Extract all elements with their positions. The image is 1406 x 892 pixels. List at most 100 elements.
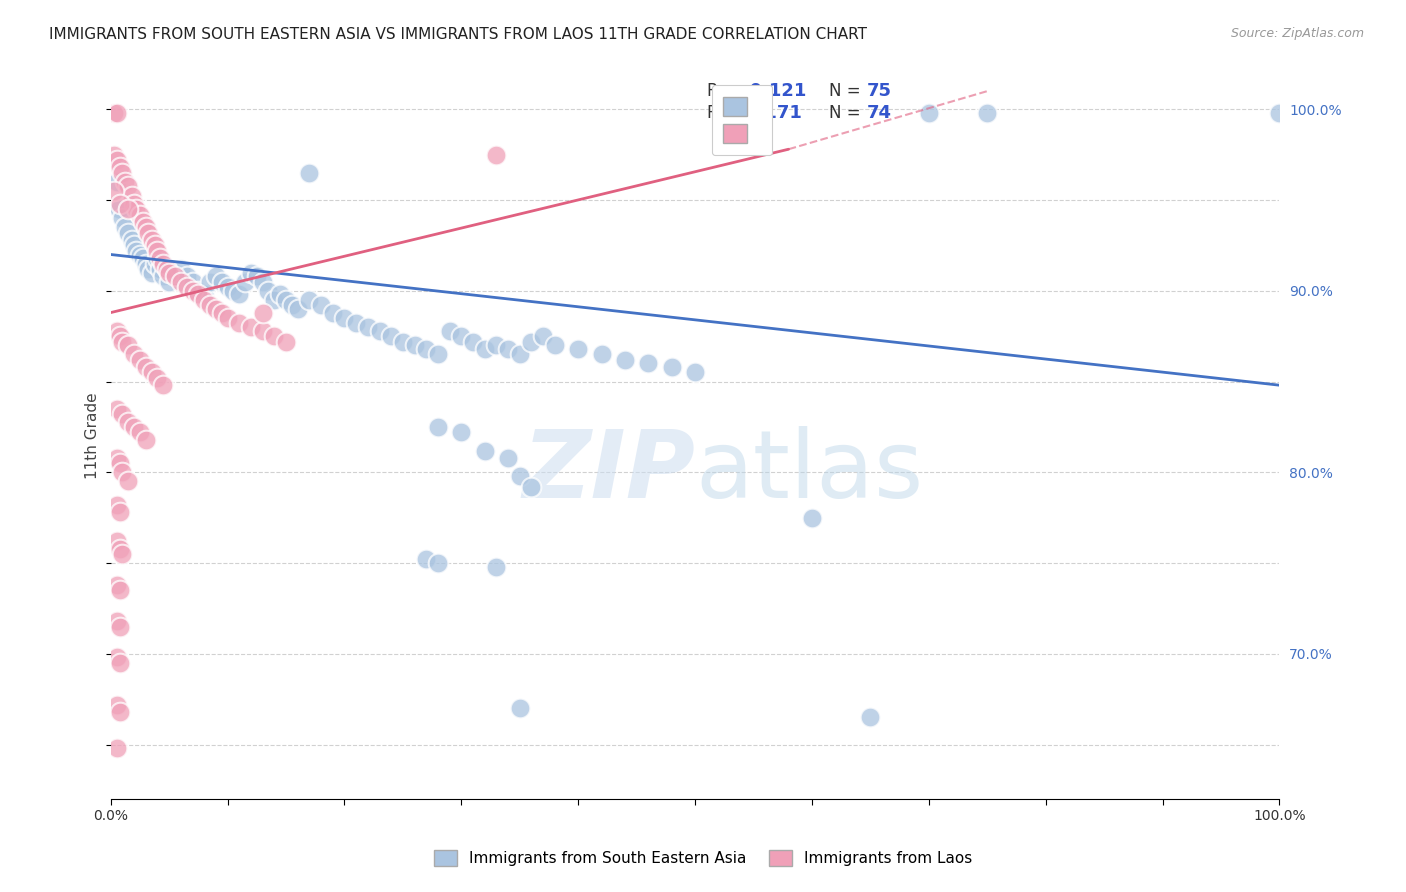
Point <box>859 710 882 724</box>
Point <box>135 359 157 374</box>
Point <box>298 166 321 180</box>
Point <box>108 456 131 470</box>
Text: Source: ZipAtlas.com: Source: ZipAtlas.com <box>1230 27 1364 40</box>
Point <box>117 178 139 193</box>
Point <box>344 317 367 331</box>
Point <box>103 147 125 161</box>
Point <box>108 196 131 211</box>
Point <box>111 211 134 226</box>
Text: R =: R = <box>707 82 742 100</box>
Point <box>111 407 134 421</box>
Point <box>111 166 134 180</box>
Point <box>263 329 285 343</box>
Point <box>392 334 415 349</box>
Point <box>143 256 166 270</box>
Point <box>426 347 449 361</box>
Point <box>105 106 128 120</box>
Point <box>228 287 250 301</box>
Point <box>105 175 128 189</box>
Point <box>141 266 163 280</box>
Point <box>474 342 496 356</box>
Point <box>143 238 166 252</box>
Point <box>117 338 139 352</box>
Point <box>485 338 508 352</box>
Point <box>103 106 125 120</box>
Point <box>198 275 221 289</box>
Point <box>415 552 437 566</box>
Point <box>217 280 239 294</box>
Point <box>176 269 198 284</box>
Text: 75: 75 <box>868 82 891 100</box>
Point <box>567 342 589 356</box>
Point <box>426 556 449 570</box>
Text: IMMIGRANTS FROM SOUTH EASTERN ASIA VS IMMIGRANTS FROM LAOS 11TH GRADE CORRELATIO: IMMIGRANTS FROM SOUTH EASTERN ASIA VS IM… <box>49 27 868 42</box>
Point <box>108 583 131 598</box>
Point <box>105 324 128 338</box>
Point <box>108 705 131 719</box>
Point <box>141 366 163 380</box>
Point <box>129 247 152 261</box>
Point <box>509 347 531 361</box>
Point <box>125 244 148 258</box>
Point <box>193 287 215 301</box>
Point <box>333 311 356 326</box>
Point <box>135 433 157 447</box>
Point <box>683 366 706 380</box>
Point <box>591 347 613 361</box>
Point <box>122 196 145 211</box>
Point <box>450 425 472 440</box>
Point <box>252 275 274 289</box>
Text: N =: N = <box>830 104 866 122</box>
Point <box>105 534 128 549</box>
Point <box>117 226 139 240</box>
Point <box>108 656 131 670</box>
Point <box>309 298 332 312</box>
Point <box>485 147 508 161</box>
Text: ZIP: ZIP <box>522 426 695 518</box>
Point <box>496 342 519 356</box>
Point <box>274 334 297 349</box>
Point <box>211 305 233 319</box>
Point <box>918 106 941 120</box>
Point <box>105 450 128 465</box>
Point <box>1268 106 1291 120</box>
Point <box>105 153 128 167</box>
Point <box>146 371 169 385</box>
Point <box>368 324 391 338</box>
Point <box>233 275 256 289</box>
Point <box>509 701 531 715</box>
Point <box>121 233 143 247</box>
Point <box>187 287 209 301</box>
Point <box>450 329 472 343</box>
Point <box>520 334 543 349</box>
Point <box>141 233 163 247</box>
Point <box>187 284 209 298</box>
Point <box>181 284 204 298</box>
Point <box>613 352 636 367</box>
Point <box>461 334 484 349</box>
Point <box>474 443 496 458</box>
Point <box>132 215 155 229</box>
Point <box>129 352 152 367</box>
Point <box>274 293 297 307</box>
Point <box>152 256 174 270</box>
Point <box>117 415 139 429</box>
Text: -0.121: -0.121 <box>742 82 806 100</box>
Point <box>246 269 269 284</box>
Point <box>105 698 128 712</box>
Point <box>149 251 172 265</box>
Point <box>146 251 169 265</box>
Point <box>239 320 262 334</box>
Point <box>298 293 321 307</box>
Point <box>108 161 131 175</box>
Point <box>136 226 159 240</box>
Text: N =: N = <box>830 82 866 100</box>
Point <box>357 320 380 334</box>
Text: 74: 74 <box>868 104 891 122</box>
Point <box>103 184 125 198</box>
Point <box>211 275 233 289</box>
Point <box>105 578 128 592</box>
Point <box>176 280 198 294</box>
Point <box>181 275 204 289</box>
Point <box>122 347 145 361</box>
